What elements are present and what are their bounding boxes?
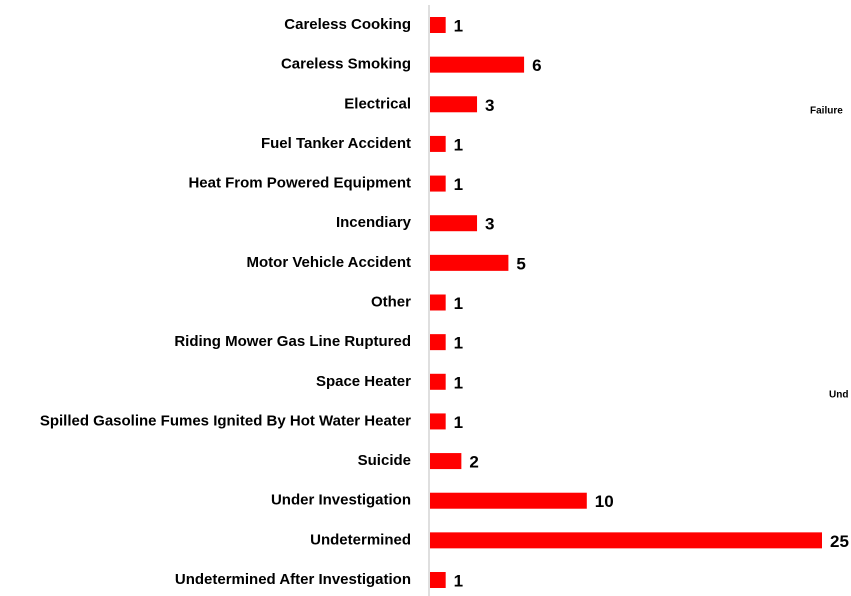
bar xyxy=(430,453,462,470)
category-label: Electrical xyxy=(344,95,411,112)
value-label: 1 xyxy=(454,413,463,432)
bar xyxy=(430,373,446,390)
category-label: Other xyxy=(371,293,411,310)
category-label: Careless Smoking xyxy=(281,56,411,73)
value-label: 1 xyxy=(454,373,463,392)
value-label: 1 xyxy=(454,135,463,154)
value-label: 25 xyxy=(830,532,849,551)
bar xyxy=(430,17,446,33)
category-label: Under Investigation xyxy=(271,492,411,509)
value-label: 3 xyxy=(485,215,494,234)
category-label: Undetermined xyxy=(310,531,411,548)
bar xyxy=(430,215,478,232)
annotation: Und xyxy=(829,390,848,401)
bar xyxy=(430,135,446,152)
category-label: Spilled Gasoline Fumes Ignited By Hot Wa… xyxy=(40,412,411,429)
bar xyxy=(430,254,509,271)
category-label: Fuel Tanker Accident xyxy=(261,135,411,152)
category-label: Riding Mower Gas Line Ruptured xyxy=(174,333,411,350)
category-label: Incendiary xyxy=(336,214,412,231)
value-label: 1 xyxy=(454,294,463,313)
value-label: 10 xyxy=(595,492,614,511)
category-label: Careless Cooking xyxy=(284,16,411,33)
value-label: 1 xyxy=(454,571,463,590)
bar xyxy=(430,96,478,113)
bar xyxy=(430,532,822,549)
category-label: Undetermined After Investigation xyxy=(175,571,411,588)
value-label: 3 xyxy=(485,96,494,115)
category-label: Suicide xyxy=(358,452,411,469)
value-label: 5 xyxy=(516,254,525,273)
annotation: Failure xyxy=(810,106,843,117)
bar xyxy=(430,175,446,192)
bar xyxy=(430,572,446,588)
value-label: 2 xyxy=(469,453,478,472)
value-label: 6 xyxy=(532,56,541,75)
bar xyxy=(430,413,446,430)
bar xyxy=(430,334,446,351)
bar xyxy=(430,294,446,311)
category-label: Heat From Powered Equipment xyxy=(188,175,411,192)
value-label: 1 xyxy=(454,16,463,35)
bar xyxy=(430,492,587,509)
category-label: Motor Vehicle Accident xyxy=(247,254,411,271)
value-label: 1 xyxy=(454,334,463,353)
value-label: 1 xyxy=(454,175,463,194)
category-label: Space Heater xyxy=(316,373,411,390)
bar xyxy=(430,56,525,73)
